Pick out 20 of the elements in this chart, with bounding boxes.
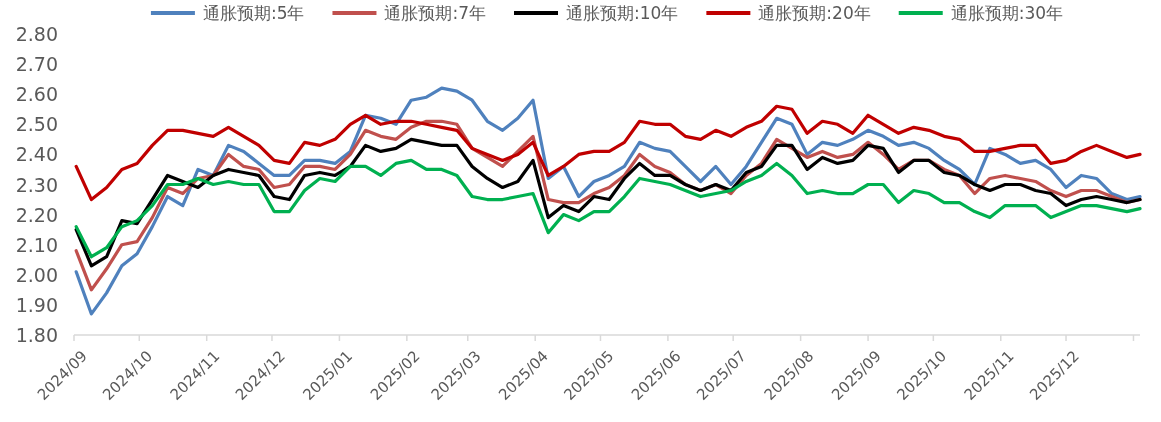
legend-label: 通胀预期:30年	[950, 3, 1064, 23]
y-tick-label: 2.70	[15, 53, 58, 76]
line-series	[74, 158, 1142, 259]
y-tick-label: 2.20	[15, 203, 58, 226]
legend-label: 通胀预期:10年	[566, 3, 679, 23]
legend-label: 通胀预期:20年	[758, 3, 871, 23]
legend-label: 通胀预期:5年	[202, 3, 305, 23]
y-tick-label: 2.30	[15, 173, 58, 196]
y-tick-label: 1.90	[15, 293, 58, 316]
y-tick-label: 1.80	[15, 324, 58, 346]
y-tick-label: 2.60	[15, 83, 58, 106]
legend-label: 通胀预期:7年	[384, 3, 487, 23]
y-tick-label: 2.80	[15, 23, 58, 45]
y-tick-label: 2.50	[15, 113, 58, 136]
line-series	[74, 137, 1142, 268]
y-tick-label: 2.40	[15, 143, 58, 166]
line-series	[74, 86, 1142, 316]
y-tick-label: 2.00	[15, 263, 58, 286]
line-series	[74, 104, 1142, 202]
y-tick-label: 2.10	[15, 233, 58, 256]
